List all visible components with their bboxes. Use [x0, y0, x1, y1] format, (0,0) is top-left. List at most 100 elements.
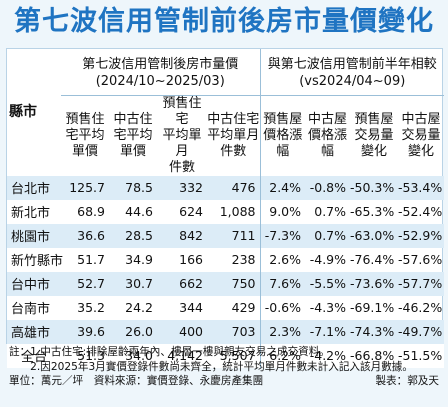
price-volume-table: 縣市 第七波信用管制後房市量價 (2024/10~2025/03) 與第七波信用… — [7, 49, 445, 368]
table-row: 全台 51.3 34.0 4,142 5,507 6.2% -4.2% -66.8% -51.5… — [7, 343, 445, 368]
value-cell: 400 — [157, 319, 207, 344]
value-cell: 703 — [207, 319, 261, 344]
value-cell: 0.7% — [314, 204, 347, 219]
column-header-line: 預售屋 — [263, 111, 303, 127]
city-column-header: 縣市 — [9, 103, 37, 120]
value-cell: -76.4% — [350, 252, 395, 267]
value-cell: 0.7% — [305, 223, 351, 248]
column-header: 中古住 宅平均 單價 — [109, 95, 157, 176]
value-cell: 44.6 — [125, 204, 153, 219]
value-cell: 2.3% — [259, 319, 306, 344]
footnotes: 註：1.中古住宅:排除屋齡兩年內、樓層一樓與親友交易之成交資料。 2.因2025… — [9, 345, 445, 389]
unit-source-text: 單位：萬元／坪 資料來源：實價登錄、永慶房產集團 — [9, 375, 264, 387]
column-header-line: 單價 — [119, 143, 146, 159]
value-cell: -0.8% — [305, 175, 351, 200]
column-header-line: 平均單月 — [162, 127, 202, 159]
note-line-2: 2.因2025年3月實價登錄件數尚未齊全，統計平均單月件數未計入記入該月數據。 — [9, 360, 413, 373]
value-cell: -57.6% — [398, 252, 443, 267]
group-header-compare: 與第七波信用管制前半年相較 (vs2024/04~09) — [259, 49, 445, 96]
value-cell: -4.3% — [309, 300, 347, 315]
column-header: 預售屋 交易量 變化 — [350, 95, 398, 176]
value-cell: 750 — [207, 271, 261, 296]
column-header-line: 變化 — [408, 143, 435, 159]
column-header-line: 宅平均 — [65, 127, 105, 143]
value-cell: 24.2 — [125, 300, 153, 315]
value-cell: 125.7 — [61, 175, 109, 200]
value-cell: 476 — [207, 175, 261, 200]
value-cell: 35.2 — [77, 300, 105, 315]
page-title: 第七波信用管制前後房市量價變化 — [14, 6, 434, 37]
value-cell: 166 — [179, 252, 203, 267]
source-line: 單位：萬元／坪 資料來源：實價登錄、永慶房產集團 製表：郭及天 — [9, 374, 439, 389]
value-cell: 2.6% — [259, 247, 306, 272]
column-header-line: 中古住 — [113, 111, 153, 127]
table-row: 桃園市 36.6 28.5 842 711 -7.3% 0.7% -63.0% -52.9% — [7, 223, 445, 248]
data-table-panel: 縣市 第七波信用管制後房市量價 (2024/10~2025/03) 與第七波信用… — [6, 48, 445, 368]
value-cell: -69.1% — [350, 300, 395, 315]
value-cell: -74.3% — [350, 319, 399, 344]
value-cell: -4.2% — [305, 343, 351, 368]
value-cell: -73.6% — [350, 271, 399, 296]
column-header: 預售住宅 平均單月 件數 — [157, 95, 207, 176]
value-cell: -49.7% — [398, 319, 445, 344]
city-cell: 新北市 — [11, 206, 51, 221]
column-header-line: 價格漲 — [308, 127, 348, 143]
value-cell: 26.0 — [109, 319, 157, 344]
city-cell: 全台 — [7, 343, 61, 368]
column-header: 中古屋 價格漲幅 — [305, 95, 350, 176]
value-cell: 429 — [231, 300, 256, 315]
table-row: 新竹縣市 51.7 34.9 166 238 2.6% -4.9% -76.4% -57.6% — [7, 247, 444, 272]
city-cell: 桃園市 — [7, 223, 61, 248]
column-header: 中古屋 交易量 變化 — [398, 95, 444, 176]
value-cell: 2.4% — [259, 175, 306, 200]
value-cell: 711 — [207, 223, 261, 248]
column-header: 預售屋 價格漲幅 — [259, 95, 306, 176]
value-cell: 9.0% — [259, 199, 306, 224]
city-cell: 台中市 — [7, 271, 61, 296]
value-cell: 332 — [157, 175, 207, 200]
column-header-line: 幅 — [321, 143, 335, 159]
value-cell: 51.3 — [61, 343, 109, 368]
column-header-line: 幅 — [276, 143, 290, 159]
column-header: 預售住 宅平均 單價 — [61, 95, 109, 176]
column-header-line: 中古住宅 — [207, 111, 260, 127]
value-cell: 7.6% — [259, 271, 306, 296]
column-header-line: 件數 — [220, 143, 247, 159]
table-row: 台南市 35.2 24.2 344 429 -0.6% -4.3% -69.1% -46.2% — [7, 295, 444, 320]
value-cell: -7.3% — [259, 223, 306, 248]
value-cell: -65.3% — [350, 204, 395, 219]
group-compare-period: (vs2024/04~09) — [299, 73, 406, 89]
value-cell: -46.2% — [398, 300, 443, 315]
value-cell: -57.7% — [398, 271, 445, 296]
value-cell: -66.8% — [350, 343, 399, 368]
value-cell: 78.5 — [109, 175, 157, 200]
city-cell: 台南市 — [11, 302, 51, 317]
value-cell: 28.5 — [109, 223, 157, 248]
value-cell: -51.5% — [398, 343, 445, 368]
column-header-line: 宅平均 — [113, 127, 153, 143]
value-cell: 842 — [157, 223, 207, 248]
value-cell: 39.6 — [61, 319, 109, 344]
value-cell: 34.0 — [109, 343, 157, 368]
value-cell: 36.6 — [61, 223, 109, 248]
column-header: 中古住宅 平均單月 件數 — [207, 95, 260, 176]
value-cell: -53.4% — [398, 175, 445, 200]
column-header-line: 中古屋 — [401, 111, 441, 127]
value-cell: -63.0% — [350, 223, 399, 248]
credit-text: 製表：郭及天 — [375, 375, 439, 387]
city-cell: 台北市 — [7, 175, 61, 200]
group-after-period: (2024/10~2025/03) — [95, 73, 225, 89]
value-cell: 30.7 — [109, 271, 157, 296]
value-cell: -50.3% — [350, 175, 399, 200]
column-header-line: 平均單月 — [207, 127, 260, 143]
value-cell: 1,088 — [219, 204, 256, 219]
value-cell: -4.9% — [309, 252, 347, 267]
group-compare-label: 與第七波信用管制前半年相較 — [267, 56, 437, 72]
value-cell: 624 — [179, 204, 203, 219]
city-cell: 高雄市 — [7, 319, 61, 344]
column-header-line: 交易量 — [401, 127, 441, 143]
column-header-line: 預售屋 — [354, 111, 394, 127]
column-header-line: 預售住 — [65, 111, 105, 127]
column-header-line: 單價 — [71, 143, 98, 159]
column-header-line: 預售住宅 — [162, 95, 202, 127]
